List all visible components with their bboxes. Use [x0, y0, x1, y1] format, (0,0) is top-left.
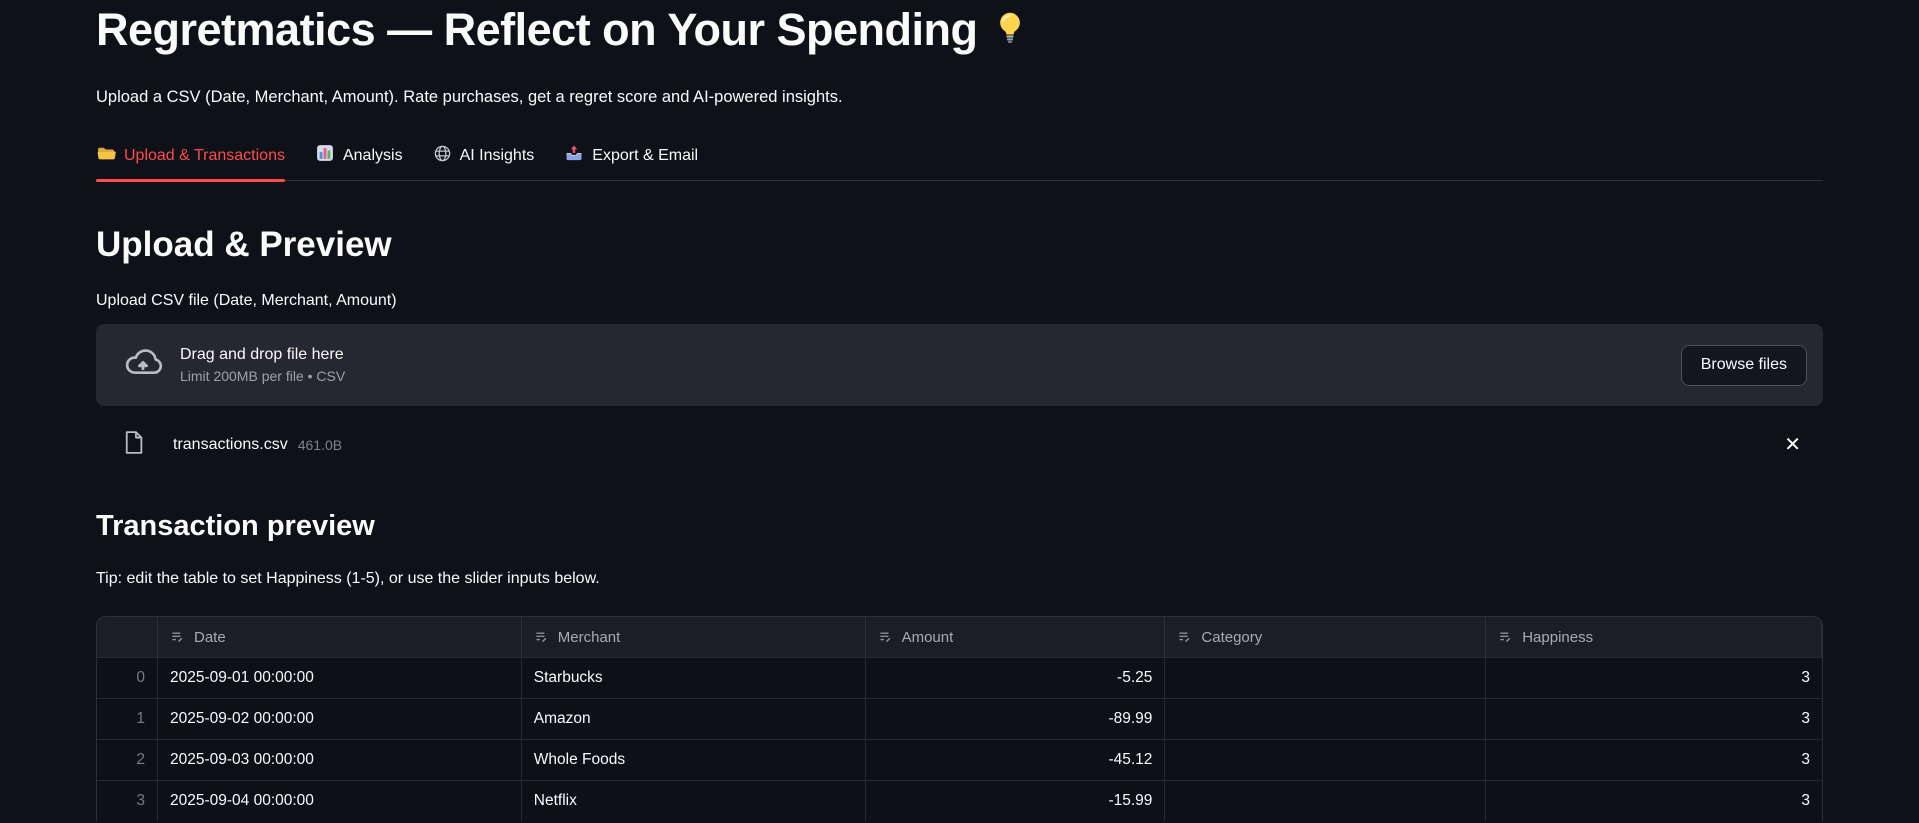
amount-cell[interactable]: -45.12 [866, 740, 1166, 780]
amount-cell[interactable]: -89.99 [866, 699, 1166, 739]
edit-text-column-icon [1500, 632, 1511, 642]
column-label: Category [1201, 628, 1263, 646]
row-index-cell: 0 [97, 658, 158, 698]
tab-upload-transactions[interactable]: Upload & Transactions [96, 143, 285, 182]
table-row: 3 2025-09-04 00:00:00 Netflix -15.99 3 [97, 780, 1822, 821]
folder-icon [96, 143, 116, 168]
category-cell[interactable] [1165, 699, 1487, 739]
cloud-upload-icon [122, 342, 164, 389]
page-title: Regretmatics — Reflect on Your Spending [96, 4, 1823, 56]
tab-export-email[interactable]: Export & Email [564, 143, 698, 180]
edit-text-column-icon [1179, 632, 1190, 642]
row-index-cell: 3 [97, 781, 158, 821]
header-date[interactable]: Date [158, 617, 522, 657]
happiness-cell[interactable]: 3 [1801, 751, 1810, 768]
column-label: Merchant [557, 628, 621, 646]
happiness-cell[interactable]: 3 [1801, 710, 1810, 727]
table-header-row: Date Merchant Amount Category Happiness [97, 617, 1822, 657]
outbox-icon [564, 143, 584, 168]
table-row: 2 2025-09-03 00:00:00 Whole Foods -45.12… [97, 739, 1822, 780]
header-amount[interactable]: Amount [866, 617, 1166, 657]
globe-icon [433, 144, 452, 168]
date-cell[interactable]: 2025-09-03 00:00:00 [158, 740, 522, 780]
transaction-table: Date Merchant Amount Category Happiness … [96, 616, 1823, 821]
tab-bar: Upload & Transactions Analysis [96, 143, 1823, 182]
edit-text-column-icon [536, 632, 547, 642]
browse-files-button[interactable]: Browse files [1680, 344, 1807, 386]
merchant-cell[interactable]: Netflix [522, 781, 866, 821]
amount-cell[interactable]: -5.25 [866, 658, 1166, 698]
uploaded-file-size: 461.0B [297, 437, 343, 453]
row-index-cell: 1 [97, 699, 158, 739]
category-cell[interactable] [1165, 658, 1487, 698]
tab-label: Export & Email [592, 146, 699, 164]
bar-chart-icon [315, 143, 335, 168]
column-label: Amount [901, 628, 954, 646]
page-title-text: Regretmatics — Reflect on Your Spending [96, 4, 978, 55]
column-label: Date [193, 628, 226, 646]
date-cell[interactable]: 2025-09-02 00:00:00 [158, 699, 522, 739]
main-content: Regretmatics — Reflect on Your Spending … [0, 4, 1919, 821]
row-index-cell: 2 [97, 740, 158, 780]
amount-cell[interactable]: -15.99 [866, 781, 1166, 821]
header-happiness[interactable]: Happiness [1486, 617, 1822, 657]
dropzone-text: Drag and drop file here Limit 200MB per … [180, 346, 345, 384]
merchant-cell[interactable]: Amazon [522, 699, 866, 739]
table-row: 1 2025-09-02 00:00:00 Amazon -89.99 3 [97, 698, 1822, 739]
header-category[interactable]: Category [1165, 617, 1487, 657]
tab-label: AI Insights [459, 147, 535, 164]
tab-ai-insights[interactable]: AI Insights [433, 144, 535, 180]
preview-section-title: Transaction preview [96, 510, 375, 542]
tab-analysis[interactable]: Analysis [315, 143, 403, 180]
category-cell[interactable] [1165, 781, 1487, 821]
tab-label: Upload & Transactions [124, 146, 285, 164]
uploaded-file-name: transactions.csv [173, 436, 288, 453]
table-row: 0 2025-09-01 00:00:00 Starbucks -5.25 3 [97, 657, 1822, 698]
happiness-cell[interactable]: 3 [1801, 669, 1810, 686]
remove-file-button[interactable]: ✕ [1776, 429, 1809, 461]
edit-text-column-icon [172, 632, 183, 642]
uploader-label: Upload CSV file (Date, Merchant, Amount) [96, 292, 397, 309]
header-merchant[interactable]: Merchant [522, 617, 866, 657]
file-dropzone[interactable]: Drag and drop file here Limit 200MB per … [96, 324, 1823, 406]
merchant-cell[interactable]: Starbucks [522, 658, 866, 698]
page-subtitle: Upload a CSV (Date, Merchant, Amount). R… [96, 88, 843, 106]
date-cell[interactable]: 2025-09-04 00:00:00 [158, 781, 522, 821]
column-label: Happiness [1522, 628, 1594, 646]
uploaded-file-row: transactions.csv 461.0B ✕ [96, 422, 1823, 468]
dropzone-limit: Limit 200MB per file • CSV [180, 368, 346, 384]
merchant-cell[interactable]: Whole Foods [522, 740, 866, 780]
dropzone-instruction: Drag and drop file here [180, 346, 344, 363]
date-cell[interactable]: 2025-09-01 00:00:00 [158, 658, 522, 698]
preview-tip: Tip: edit the table to set Happiness (1-… [96, 570, 600, 587]
edit-text-column-icon [879, 632, 890, 642]
upload-section-title: Upload & Preview [96, 225, 392, 264]
happiness-cell[interactable]: 3 [1801, 792, 1810, 809]
document-icon [120, 429, 147, 461]
category-cell[interactable] [1165, 740, 1487, 780]
close-icon: ✕ [1784, 434, 1801, 456]
lightbulb-icon [992, 4, 1028, 56]
tab-label: Analysis [342, 146, 403, 164]
header-index [97, 617, 158, 657]
